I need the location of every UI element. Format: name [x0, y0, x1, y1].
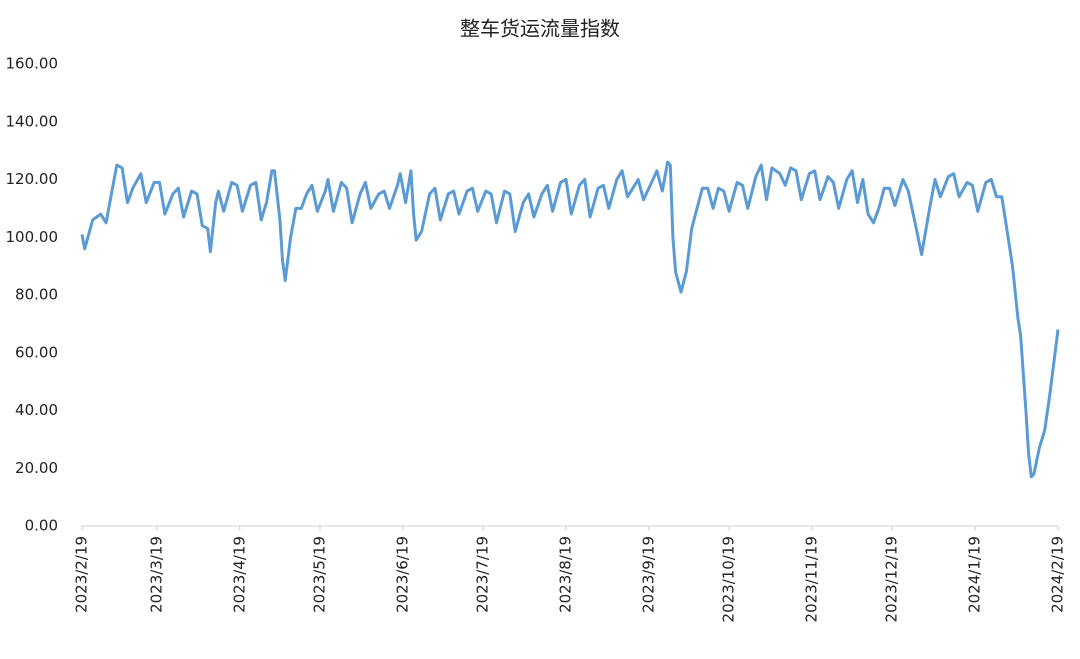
x-tick-label: 2024/1/19 [966, 536, 984, 613]
y-tick-label: 100.00 [6, 228, 59, 246]
x-tick-label: 2023/12/19 [883, 536, 901, 622]
x-tick-label: 2023/9/19 [639, 536, 657, 613]
x-tick-label: 2024/2/19 [1049, 536, 1067, 613]
y-tick-label: 20.00 [15, 459, 58, 477]
x-tick-label: 2023/10/19 [720, 536, 738, 622]
y-tick-label: 120.00 [6, 170, 59, 188]
y-tick-label: 40.00 [15, 401, 58, 419]
x-tick-label: 2023/7/19 [474, 536, 492, 613]
y-tick-label: 140.00 [6, 112, 59, 130]
y-tick-label: 160.00 [6, 55, 59, 73]
x-tick-label: 2023/5/19 [310, 536, 328, 613]
x-tick-label: 2023/11/19 [802, 536, 820, 622]
y-tick-label: 0.00 [25, 517, 58, 535]
data-line [80, 160, 1060, 479]
y-tick-label: 60.00 [15, 343, 58, 361]
y-tick-label: 80.00 [15, 286, 58, 304]
chart-title: 整车货运流量指数 [460, 17, 620, 41]
x-tick-label: 2023/6/19 [393, 536, 411, 613]
x-tick-label: 2023/4/19 [230, 536, 248, 613]
x-tick-label: 2023/8/19 [556, 536, 574, 613]
x-tick-label: 2023/2/19 [73, 536, 91, 613]
x-tick-label: 2023/3/19 [147, 536, 165, 613]
